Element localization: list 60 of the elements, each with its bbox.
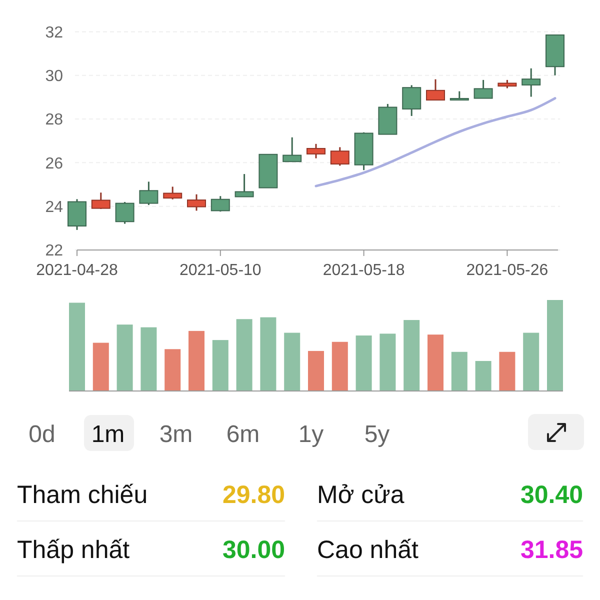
text: 29.80: [222, 481, 285, 509]
bar: [475, 360, 492, 391]
bar: [69, 302, 85, 391]
bar: [188, 330, 204, 391]
candlestick: [115, 201, 134, 225]
bar: [451, 352, 468, 391]
y-tick-label: 26: [45, 155, 64, 172]
x-tick-label: 2021-05-26: [466, 262, 548, 279]
y-tick-label: 24: [45, 198, 64, 216]
text: 30.00: [222, 536, 285, 564]
category-label: Tham chiếu: [17, 481, 148, 509]
bar: [308, 350, 324, 391]
y-tick-label: 22: [45, 242, 64, 260]
line-series: [314, 97, 556, 188]
bar: [332, 342, 348, 391]
candlestick: [426, 78, 445, 101]
x-tick-label: 2021-04-28: [36, 262, 118, 279]
text: 30.40: [520, 481, 583, 509]
candlestick: [234, 173, 254, 198]
text: 0d: [28, 421, 56, 448]
bar: [236, 319, 252, 391]
candlestick: [330, 146, 350, 166]
candlestick: [210, 195, 230, 212]
candlestick: [187, 194, 206, 212]
bar: [116, 324, 133, 391]
bar: [404, 320, 420, 391]
candlestick: [282, 136, 302, 162]
bar: [547, 300, 563, 391]
bar: [380, 334, 396, 391]
category-label: Thấp nhất: [17, 536, 130, 564]
candlestick: [402, 84, 422, 117]
bar: [92, 342, 109, 391]
text: 5y: [364, 421, 390, 448]
bar: [260, 317, 276, 391]
candlestick: [522, 68, 541, 98]
y-tick-label: 30: [45, 68, 64, 85]
bar: [428, 334, 444, 391]
text: 1m: [91, 421, 125, 448]
text: 3m: [159, 421, 193, 448]
bar: [212, 340, 228, 391]
category-label: Mở cửa: [317, 481, 404, 509]
bar: [499, 352, 516, 391]
candlestick: [139, 180, 158, 206]
x-tick-label: 2021-05-10: [179, 262, 262, 279]
bar: [284, 332, 300, 391]
text: 31.85: [520, 536, 583, 564]
text: 1y: [298, 421, 324, 448]
bar: [523, 332, 540, 391]
bar: [164, 349, 181, 391]
text: 6m: [226, 421, 260, 448]
candlestick: [474, 79, 493, 100]
category-label: Cao nhất: [317, 536, 419, 564]
x-tick-label: 2021-05-18: [322, 262, 405, 279]
candlestick: [91, 192, 110, 210]
y-tick-label: 28: [45, 112, 64, 129]
y-tick-label: 32: [45, 24, 64, 42]
bar: [140, 327, 157, 391]
bar: [356, 335, 372, 391]
candlestick: [163, 186, 182, 200]
candlestick: [306, 143, 326, 160]
